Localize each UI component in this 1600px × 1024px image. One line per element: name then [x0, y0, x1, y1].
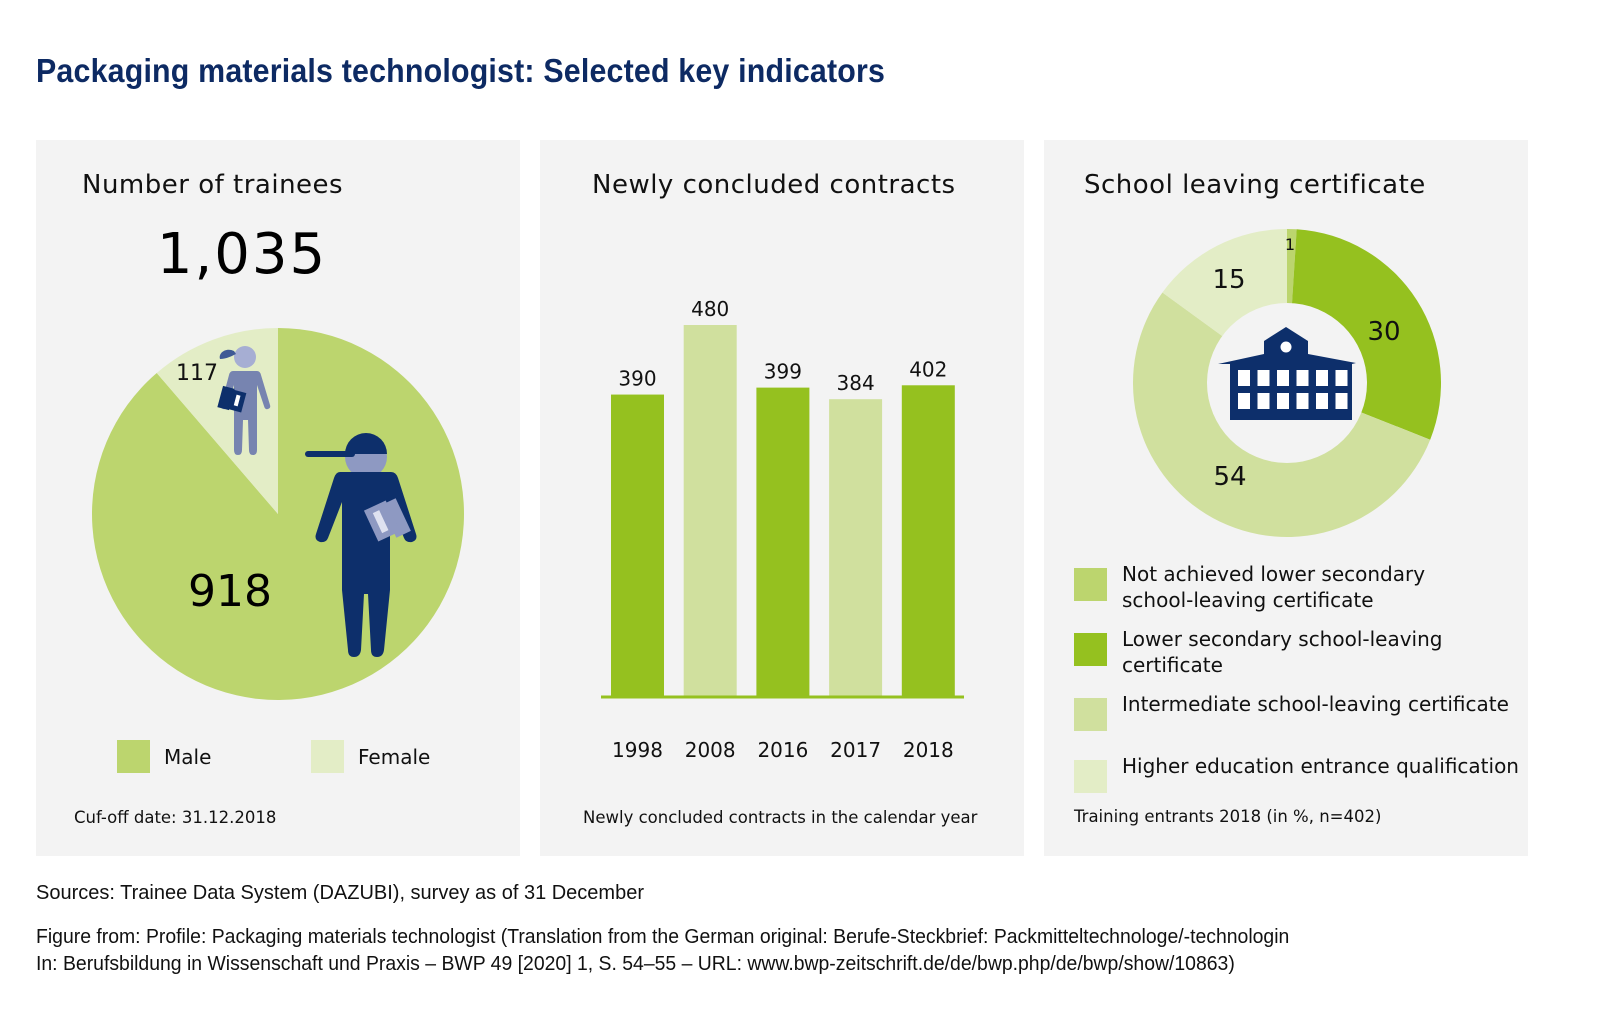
- school-legend-label: Higher education entrance qualification: [1122, 754, 1519, 778]
- school-legend-swatch: [1074, 698, 1107, 731]
- x-tick-label: 1998: [612, 738, 663, 762]
- trainees-footnote: Cuf-off date: 31.12.2018: [74, 808, 277, 827]
- bar-2008: [683, 325, 737, 696]
- school-legend-label: Intermediate school-leaving certificate: [1122, 692, 1509, 716]
- trainees-panel: Number of trainees 1,035 117 918 Male Fe…: [36, 140, 520, 856]
- legend-male-swatch: [117, 740, 150, 773]
- trainees-title: Number of trainees: [82, 170, 344, 200]
- female-trainee-icon: [217, 346, 271, 455]
- sources-note: Sources: Trainee Data System (DAZUBI), s…: [36, 882, 644, 904]
- x-tick-label: 2008: [685, 738, 736, 762]
- school-footnote: Training entrants 2018 (in %, n=402): [1074, 807, 1382, 826]
- bar-1998: [611, 394, 664, 696]
- legend-male-label: Male: [164, 745, 212, 769]
- contracts-bar-chart: 390 1998 480 2008 399 2016 384 2017 402 2018: [601, 297, 964, 762]
- x-tick-label: 2018: [903, 738, 954, 762]
- donut-value-label: 1: [1285, 235, 1295, 254]
- donut-value-label: 30: [1367, 317, 1400, 347]
- bar-value-label: 384: [837, 371, 875, 395]
- bar-2016: [756, 387, 810, 696]
- x-tick-label: 2017: [830, 738, 881, 762]
- school-legend-swatch: [1074, 633, 1107, 666]
- bar-value-label: 399: [764, 360, 802, 384]
- school-building-icon: [1218, 327, 1356, 420]
- school-donut-chart: 1 30 54 15: [1133, 229, 1441, 537]
- bar-value-label: 480: [691, 297, 729, 321]
- male-trainee-icon: [305, 433, 417, 657]
- legend-female-swatch: [311, 740, 344, 773]
- school-legend-label: Lower secondary school-leaving certificat…: [1122, 627, 1443, 677]
- contracts-title: Newly concluded contracts: [592, 170, 956, 200]
- bar-2018: [901, 385, 955, 696]
- male-count-label: 918: [188, 566, 272, 617]
- school-legend-label: Not achieved lower secondary school-leavi…: [1122, 562, 1426, 612]
- school-legend-swatch: [1074, 568, 1107, 601]
- figure-citation-line2: In: Berufsbildung in Wissenschaft und Pr…: [36, 953, 1235, 975]
- bar-2017: [829, 399, 883, 696]
- donut-value-label: 15: [1212, 265, 1245, 295]
- bar-value-label: 390: [618, 367, 656, 391]
- donut-value-label: 54: [1213, 462, 1246, 492]
- figure-citation-line1: Figure from: Profile: Packaging material…: [36, 926, 1290, 948]
- donut-segment: [1133, 292, 1431, 537]
- trainees-total: 1,035: [156, 222, 328, 287]
- page-title: Packaging materials technologist: Select…: [36, 52, 886, 89]
- school-title: School leaving certificate: [1084, 170, 1426, 200]
- donut-segment: [1291, 229, 1441, 440]
- contracts-panel: Newly concluded contracts 390 1998 480 2008…: [540, 140, 1024, 856]
- female-count-label: 117: [176, 361, 218, 386]
- bar-value-label: 402: [909, 357, 947, 381]
- donut-segment: [1287, 229, 1297, 305]
- gender-pie-chart: 117 918: [92, 328, 464, 700]
- contracts-footnote: Newly concluded contracts in the calenda…: [583, 808, 978, 827]
- school-panel: School leaving certificate 1 30 54 15 Not a…: [1044, 140, 1528, 856]
- legend-female-label: Female: [358, 745, 431, 769]
- school-legend-swatch: [1074, 760, 1107, 793]
- x-tick-label: 2016: [757, 738, 808, 762]
